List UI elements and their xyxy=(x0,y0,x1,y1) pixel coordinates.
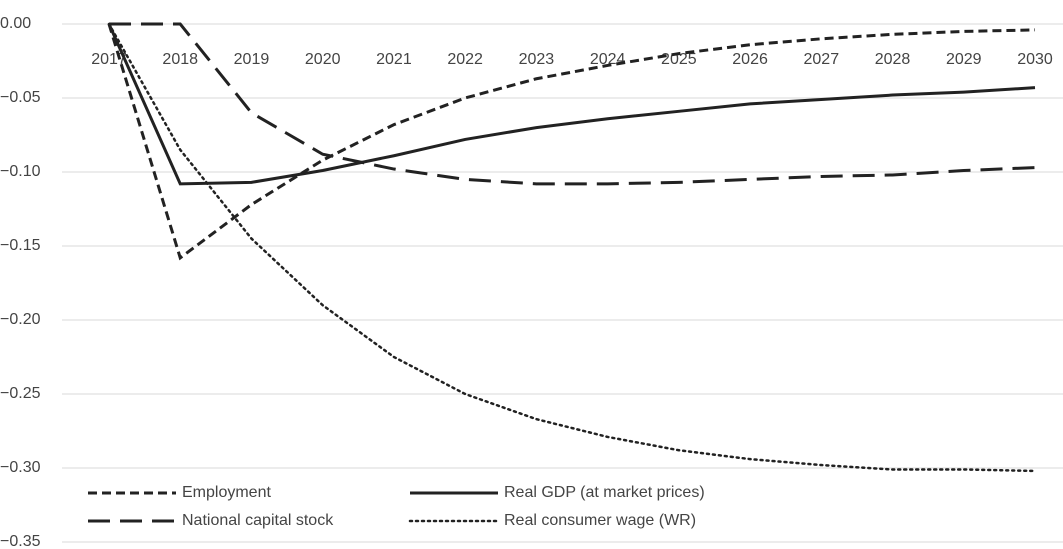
x-tick-label: 2021 xyxy=(376,51,412,68)
legend-label: Real consumer wage (WR) xyxy=(504,512,696,529)
series-line xyxy=(107,23,1036,186)
y-tick-label: −0.25 xyxy=(0,385,41,402)
x-tick-label: 2026 xyxy=(732,51,768,68)
series-line xyxy=(109,22,1036,186)
x-tick-label: 2027 xyxy=(804,51,840,68)
legend-label: Employment xyxy=(182,484,271,501)
x-tick-label: 2028 xyxy=(875,51,911,68)
y-tick-label: −0.05 xyxy=(0,89,41,106)
x-tick-label: 2019 xyxy=(234,51,270,68)
legend-label: Real GDP (at market prices) xyxy=(504,484,705,501)
x-tick-label: 2029 xyxy=(946,51,982,68)
y-tick-label: −0.20 xyxy=(0,311,41,328)
x-tick-label: 2030 xyxy=(1017,51,1053,68)
y-tick-label: −0.30 xyxy=(0,459,41,476)
series-line xyxy=(107,23,1036,261)
x-tick-label: 2022 xyxy=(447,51,483,68)
series-line xyxy=(107,22,1037,473)
x-tick-label: 2025 xyxy=(661,51,697,68)
y-tick-label: −0.35 xyxy=(0,533,41,549)
x-tick-label: 2020 xyxy=(305,51,341,68)
x-tick-label: 2018 xyxy=(162,51,198,68)
x-tick-label: 2023 xyxy=(519,51,555,68)
y-tick-label: −0.10 xyxy=(0,163,41,180)
legend-label: National capital stock xyxy=(182,512,334,529)
y-tick-label: 0.00 xyxy=(0,15,31,32)
y-tick-label: −0.15 xyxy=(0,237,41,254)
